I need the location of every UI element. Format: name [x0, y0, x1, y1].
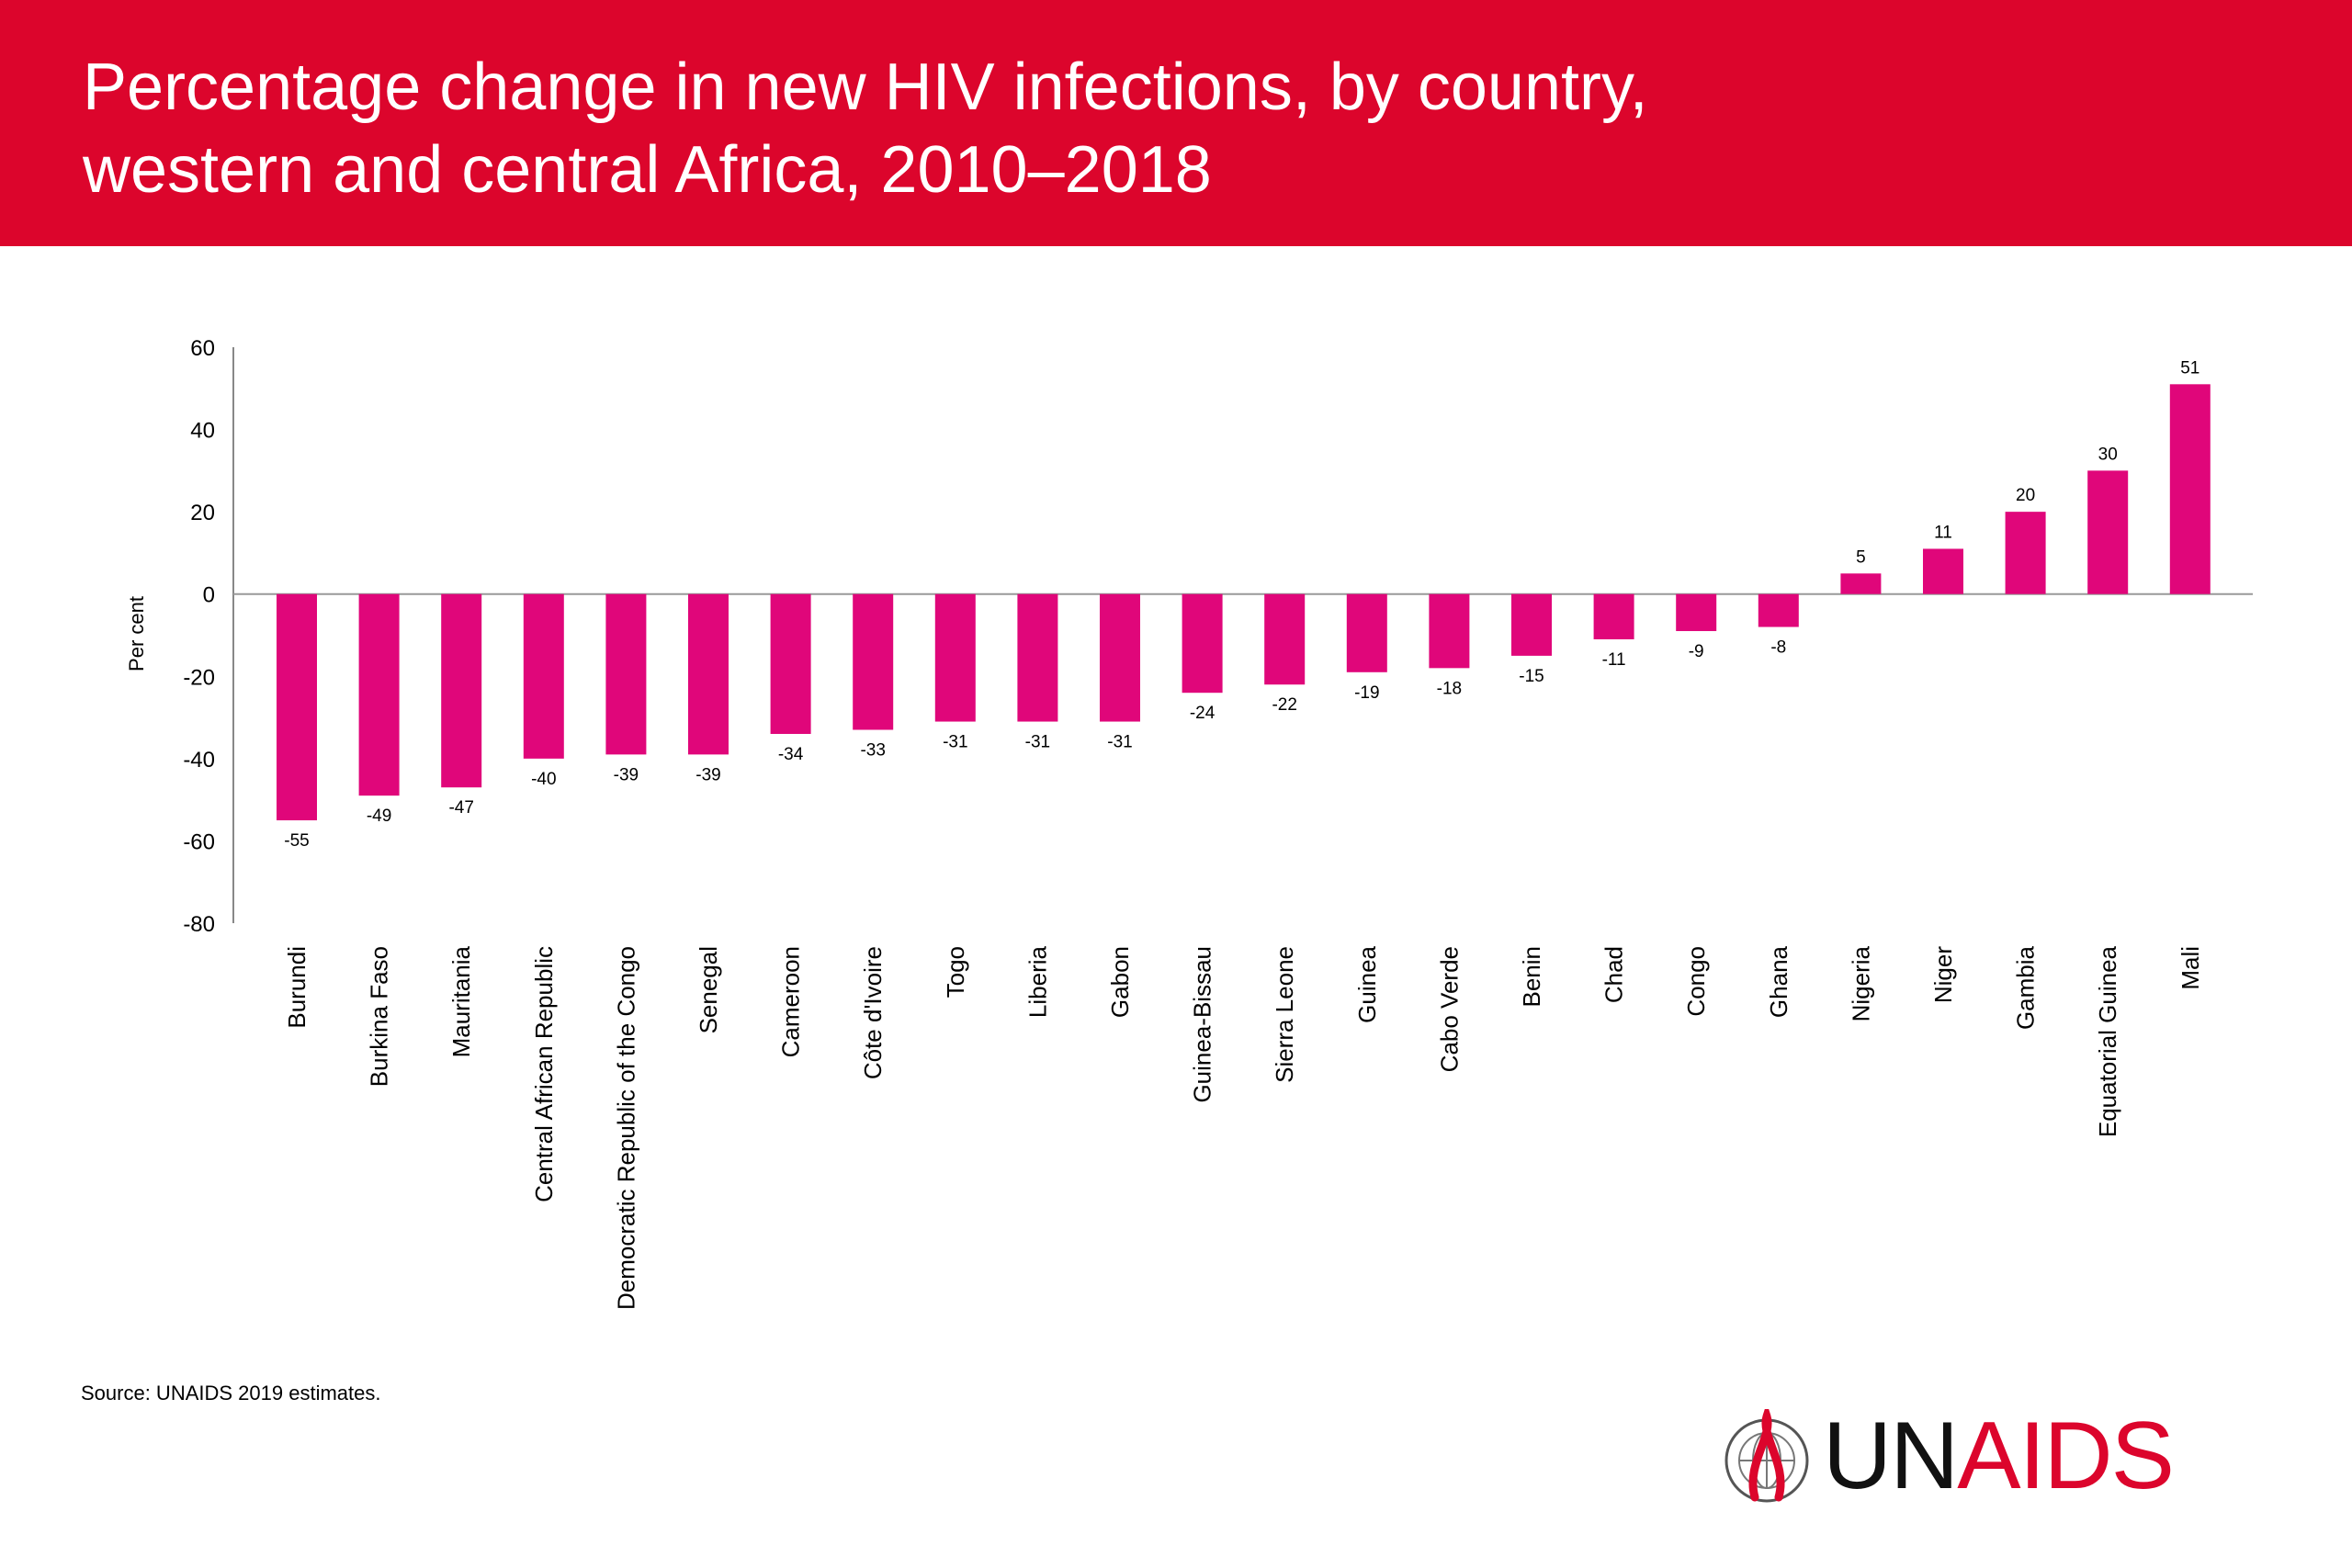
y-tick-label: 0 [203, 583, 215, 608]
data-label: -31 [1025, 733, 1050, 752]
x-category-label: Gabon [1106, 946, 1134, 1018]
data-label: -19 [1354, 683, 1379, 703]
data-label: 51 [2180, 358, 2199, 378]
data-label: -40 [531, 770, 556, 789]
bar [1264, 593, 1306, 685]
x-category-label: Benin [1518, 946, 1545, 1008]
bar [277, 593, 317, 821]
bar [1017, 593, 1058, 722]
bar [605, 593, 647, 755]
x-category-label: Côte d'Ivoire [859, 946, 887, 1079]
data-label: -9 [1689, 642, 1704, 661]
bar [1923, 548, 1963, 594]
y-tick-label: 60 [190, 336, 215, 361]
bar [358, 593, 400, 796]
x-category-label: Liberia [1023, 945, 1051, 1018]
x-category-label: Nigeria [1847, 945, 1874, 1021]
data-label: -31 [1107, 733, 1132, 752]
x-category-label: Sierra Leone [1271, 946, 1298, 1083]
data-label: 20 [2016, 486, 2035, 505]
bar [2005, 512, 2046, 594]
bar [1593, 593, 1634, 639]
bar [441, 593, 482, 788]
x-category-label: Mauritania [447, 945, 475, 1057]
y-axis-title: Per cent [125, 596, 148, 671]
data-label: -8 [1770, 638, 1786, 658]
logo-aids-text: AIDS [1957, 1403, 2175, 1509]
bar [934, 593, 976, 722]
x-axis-labels: Burundi Burkina Faso Mauritania Central Afr… [283, 945, 2204, 1310]
data-label: 5 [1856, 547, 1866, 567]
x-category-label: Guinea [1353, 945, 1381, 1022]
chart-title-line-2: western and central Africa, 2010–2018 [83, 133, 1212, 207]
x-category-label: Mali [2177, 946, 2204, 990]
data-label: -55 [284, 831, 309, 851]
bar [1100, 593, 1140, 722]
unaids-logo: UNAIDS [1718, 1405, 2177, 1506]
x-category-label: Equatorial Guinea [2094, 945, 2121, 1137]
y-tick-label: -20 [183, 665, 215, 690]
x-category-label: Niger [1929, 946, 1957, 1003]
y-axis: 60 40 20 0 -20 -40 -60 -80 [183, 336, 2253, 937]
data-label: -39 [614, 765, 639, 784]
bar [853, 593, 894, 730]
bar [770, 593, 811, 734]
x-category-label: Burkina Faso [366, 946, 393, 1087]
x-category-label: Chad [1600, 946, 1628, 1003]
x-category-label: Central African Republic [530, 946, 558, 1202]
bar [2169, 384, 2211, 594]
y-tick-label: 20 [190, 501, 215, 525]
bar [523, 593, 564, 759]
bar [1840, 573, 1882, 594]
data-label: -31 [943, 733, 967, 752]
source-note: Source: UNAIDS 2019 estimates. [81, 1382, 381, 1404]
bar [688, 593, 729, 755]
bar [1511, 593, 1552, 656]
bar [1429, 593, 1470, 669]
x-category-label: Guinea-Bissau [1189, 946, 1216, 1103]
data-label: -11 [1602, 650, 1626, 670]
logo-un-text: UN [1823, 1403, 1959, 1509]
y-tick-label: -80 [183, 912, 215, 937]
bar [1676, 593, 1717, 632]
data-label: -49 [367, 807, 391, 826]
chart-title: Percentage change in new HIV infections,… [83, 46, 2196, 211]
data-label: 11 [1934, 523, 1952, 542]
x-category-label: Gambia [2012, 945, 2040, 1030]
bars [277, 384, 2211, 821]
x-category-label: Cabo Verde [1435, 946, 1463, 1072]
bar [1346, 593, 1387, 672]
data-label: -39 [695, 765, 720, 784]
logo-wordmark: UNAIDS [1823, 1403, 2175, 1509]
y-tick-label: 40 [190, 419, 215, 444]
x-category-label: Burundi [283, 946, 311, 1029]
data-label: -22 [1272, 695, 1296, 715]
x-category-label: Congo [1682, 946, 1710, 1017]
x-category-label: Democratic Republic of the Congo [612, 946, 639, 1310]
data-label: 30 [2098, 445, 2118, 464]
bar [1182, 593, 1223, 694]
bar [1758, 593, 1799, 627]
x-category-label: Togo [942, 946, 969, 998]
data-labels: -55 -49 -47 -40 -39 -39 -34 -33 -31 -31 -31 -24 -22 -… [284, 358, 2199, 851]
chart-title-line-1: Percentage change in new HIV infections,… [83, 51, 1648, 124]
un-emblem-icon [1724, 1409, 1809, 1503]
x-category-label: Cameroon [777, 946, 805, 1057]
data-label: -15 [1519, 667, 1544, 686]
data-label: -33 [860, 741, 885, 761]
y-tick-label: -60 [183, 829, 215, 854]
x-category-label: Ghana [1765, 945, 1792, 1018]
bar [2087, 470, 2129, 594]
y-tick-label: -40 [183, 748, 215, 773]
data-label: -18 [1437, 679, 1462, 698]
data-label: -47 [448, 798, 473, 818]
x-category-label: Senegal [695, 946, 722, 1033]
data-label: -34 [778, 745, 804, 764]
title-banner: Percentage change in new HIV infections,… [0, 0, 2352, 246]
data-label: -24 [1190, 704, 1216, 723]
